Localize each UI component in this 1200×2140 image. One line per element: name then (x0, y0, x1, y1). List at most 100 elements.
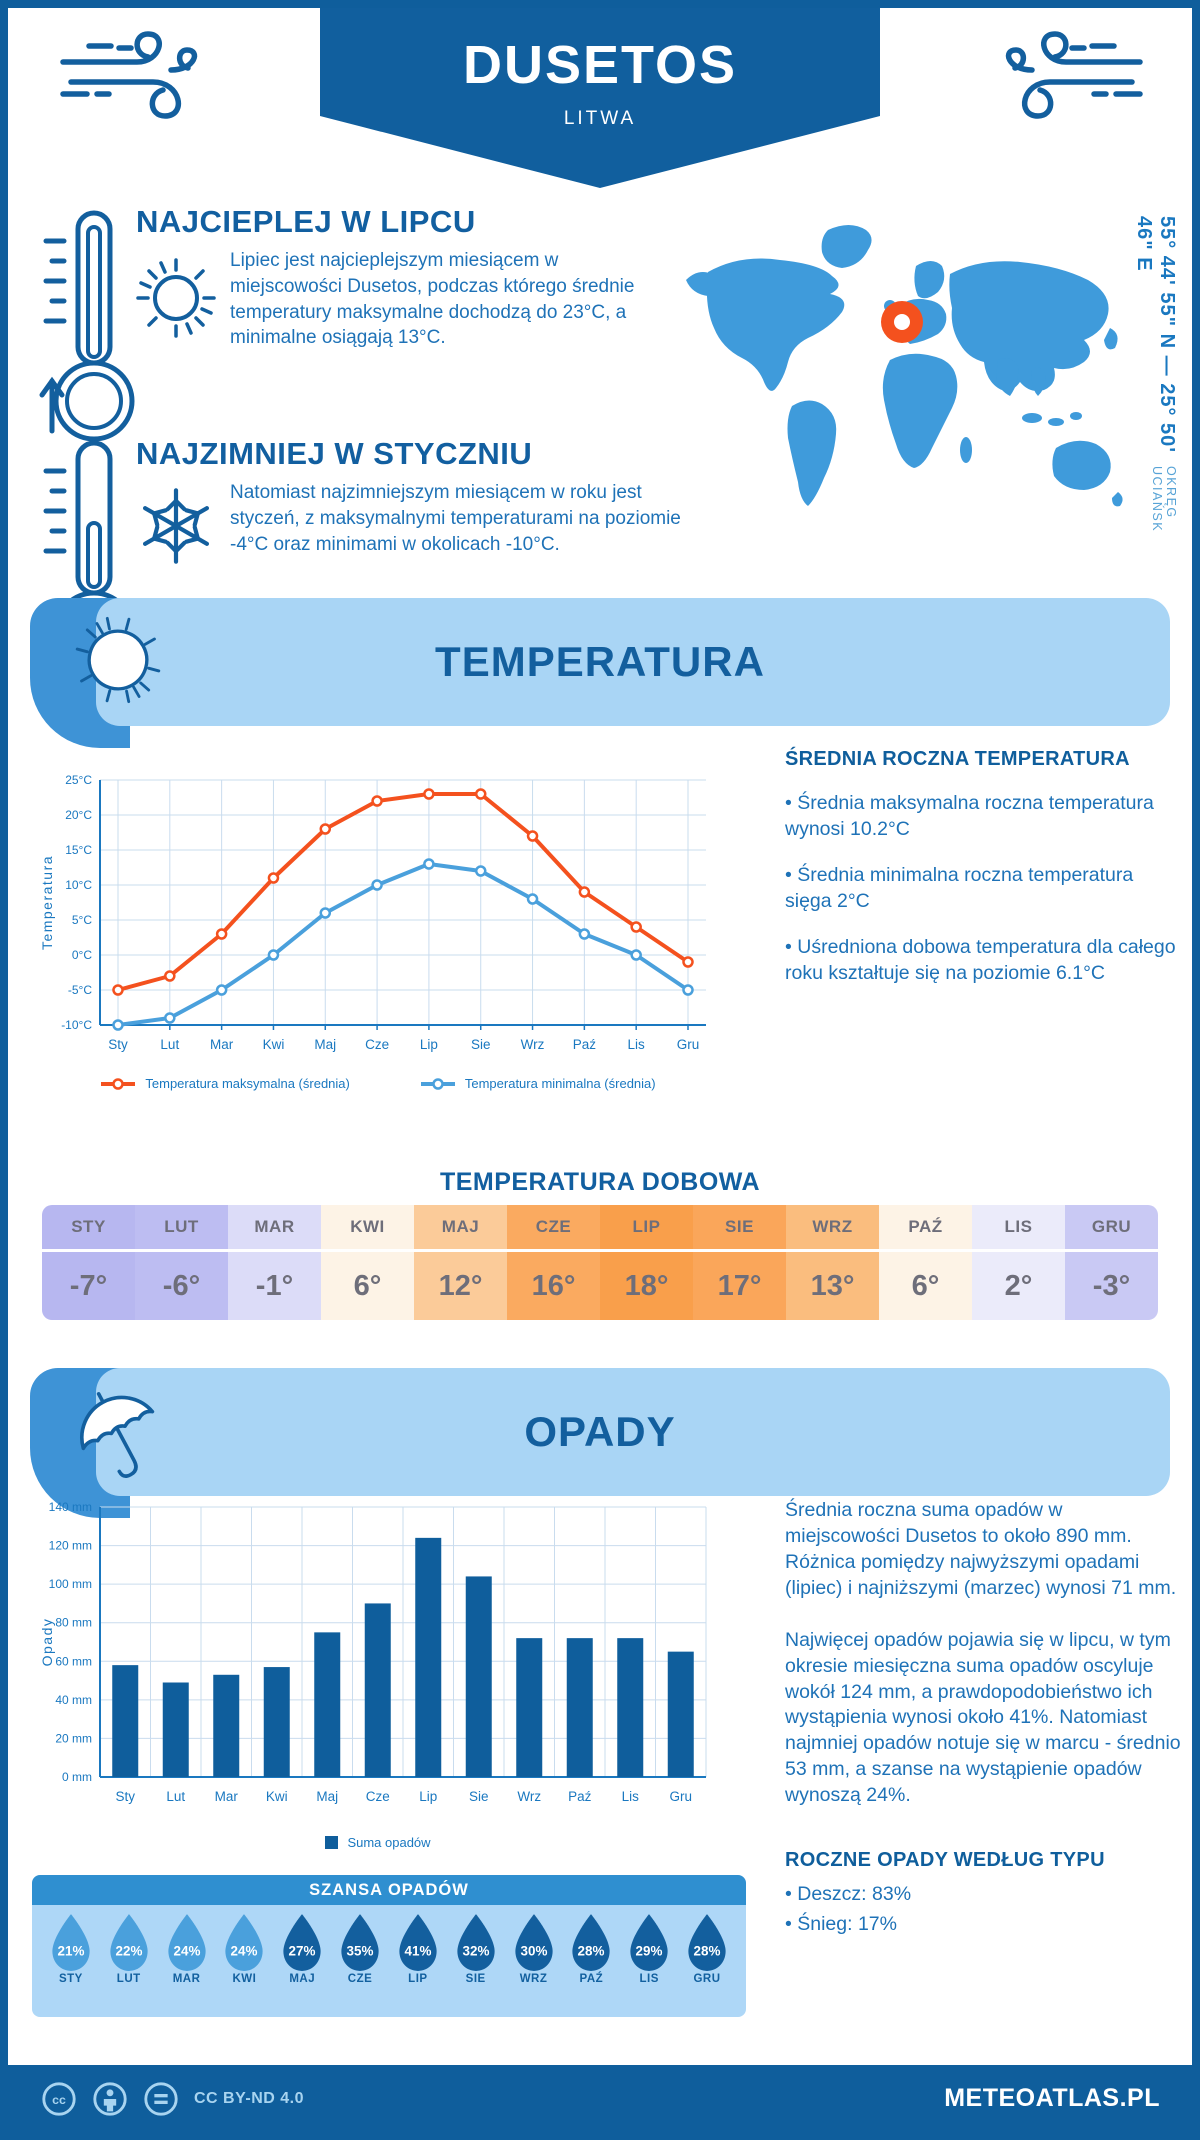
daily-temp-month: GRU (1065, 1205, 1158, 1249)
droplet-shape (225, 1914, 264, 1971)
coldest-heading: NAJZIMNIEJ W STYCZNIU (136, 436, 533, 471)
daily-temp-value: -6° (135, 1252, 228, 1320)
droplet-shape (688, 1914, 726, 1971)
region-text: OKRĘG UCIAŃSK (1150, 466, 1178, 533)
bar-Sty (112, 1665, 139, 1777)
precipitation-chart-svg: 0 mm 20 mm 40 mm 60 mm 80 mm 100 mm 120 mm 140 … (39, 1500, 707, 1804)
y-tick-label: 60 mm (55, 1654, 92, 1668)
droplet-shape (341, 1914, 379, 1971)
daily-temperature-table: STY LUT MAR KWI MAJ CZE LIP SIE WRZ PAŹ LIS GRU -7° -… (42, 1205, 1158, 1320)
chance-value: 30% (520, 1943, 547, 1958)
banner-bar (96, 1368, 1170, 1496)
daily-temp-value: -3° (1065, 1252, 1158, 1320)
legend-label-max: Temperatura maksymalna (średnia) (145, 1076, 350, 1091)
bar-Lis (617, 1638, 644, 1777)
precipitation-paragraph: Najwięcej opadów pojawia się w lipcu, w … (785, 1628, 1181, 1807)
droplet-icon: 21% (52, 1914, 90, 1971)
daily-temp-month: MAJ (414, 1205, 507, 1249)
droplet-icon: 35% (341, 1914, 379, 1971)
snowflake-icon (142, 488, 210, 564)
chance-month-label: GRU (693, 1973, 721, 1985)
precipitation-paragraph: Średnia roczna suma opadów w miejscowośc… (785, 1499, 1177, 1599)
footer: cc CC BY-ND 4.0 METEOATLAS.PL (8, 2065, 1192, 2132)
droplet-icon: 28% (688, 1914, 726, 1971)
x-tick-label: Sty (108, 1037, 128, 1052)
y-axis-label: Opady (39, 1618, 55, 1667)
chance-month-label: WRZ (519, 1973, 548, 1985)
x-tick-label: Lip (420, 1037, 438, 1052)
legend-swatch-sum (325, 1836, 339, 1849)
chance-month-label: MAJ (289, 1973, 316, 1985)
legend-item-sum: Suma opadów (325, 1835, 431, 1850)
chance-value: 21% (57, 1943, 84, 1958)
x-tick-label: Lis (622, 1789, 640, 1804)
cc-nd-icon (144, 2081, 178, 2116)
chance-drop-cell: 22% LUT (102, 1912, 156, 2017)
chance-value: 29% (636, 1943, 663, 1958)
chance-month-label: LIS (639, 1973, 659, 1985)
data-point-min (423, 858, 435, 870)
location-marker (881, 301, 923, 343)
annual-temp-bullet: • Średnia maksymalna roczna temperatura … (785, 792, 1154, 840)
chance-value: 32% (462, 1943, 489, 1958)
y-tick-label: 0°C (72, 948, 92, 962)
droplet-shape (514, 1914, 553, 1971)
data-point-min (319, 907, 332, 919)
y-tick-label: 10°C (65, 878, 92, 892)
grid (99, 1506, 707, 1777)
daily-temp-month: CZE (507, 1205, 600, 1249)
cc-by-person-icon (93, 2081, 127, 2116)
bar-Mar (213, 1674, 240, 1777)
page-title: DUSETOS (462, 35, 738, 95)
precipitation-type-bullet: • Deszcz: 83% (785, 1883, 912, 1906)
x-tick-label: Wrz (517, 1789, 541, 1804)
bar-Cze (364, 1603, 391, 1777)
data-point-max (267, 872, 280, 884)
daily-temp-month: MAR (228, 1205, 321, 1249)
chance-drop-cell: 29% LIS (622, 1912, 676, 2017)
data-point-max (526, 830, 539, 842)
header-banner: DUSETOS LITWA (320, 8, 880, 188)
droplet-icon: 30% (514, 1914, 553, 1971)
coldest-text: Natomiast najzimniejszym miesiącem w rok… (230, 482, 681, 555)
x-tick-label: Mar (210, 1037, 234, 1052)
legend-swatch-min (420, 1077, 455, 1090)
data-point-min (112, 1019, 124, 1031)
x-tick-label: Lut (166, 1789, 185, 1804)
precipitation-legend: Suma opadów (38, 1835, 718, 1850)
droplet-icon: 27% (283, 1914, 321, 1971)
wind-icon (60, 31, 198, 119)
daily-temp-value: 12° (414, 1252, 507, 1320)
legend-item-max: Temperatura maksymalna (średnia) (100, 1076, 350, 1091)
droplet-icon: 29% (630, 1914, 668, 1971)
x-tick-label: Paź (568, 1789, 592, 1804)
x-tick-label: Lut (160, 1037, 179, 1052)
x-tick-label: Kwi (266, 1789, 288, 1804)
chance-drop-cell: 24% MAR (160, 1912, 214, 2017)
series-line-min (116, 862, 690, 1027)
bar-Paź (566, 1638, 593, 1777)
data-point-max (371, 795, 383, 807)
x-tick-label: Mar (215, 1789, 239, 1804)
wind-icon (1005, 31, 1143, 119)
annual-temperature-heading: ŚREDNIA ROCZNA TEMPERATURA (785, 748, 1130, 770)
sun-icon (136, 258, 216, 338)
y-tick-label: 5°C (72, 913, 92, 927)
chance-value: 28% (694, 1943, 721, 1958)
precipitation-section-title: OPADY (524, 1408, 676, 1455)
license-label: CC BY-ND 4.0 (194, 2089, 305, 2107)
droplet-shape (399, 1914, 437, 1971)
precipitation-type-heading: ROCZNE OPADY WEDŁUG TYPU (785, 1849, 1105, 1872)
thermometer-up-icon (39, 210, 135, 442)
droplet-icon: 28% (572, 1914, 610, 1971)
chance-drop-cell: 28% PAŹ (564, 1912, 618, 2017)
bar-Wrz (516, 1638, 543, 1777)
continents (686, 225, 1123, 507)
temperature-chart-svg: 25°C 20°C 15°C 10°C 5°C 0°C -5°C -10°C Sty Lut Mar… (39, 773, 706, 1052)
daily-temp-month: SIE (693, 1205, 786, 1249)
droplet-shape (572, 1914, 610, 1971)
data-point-max (630, 921, 642, 933)
daily-temp-value: -7° (42, 1252, 135, 1320)
world-map (686, 225, 1123, 507)
